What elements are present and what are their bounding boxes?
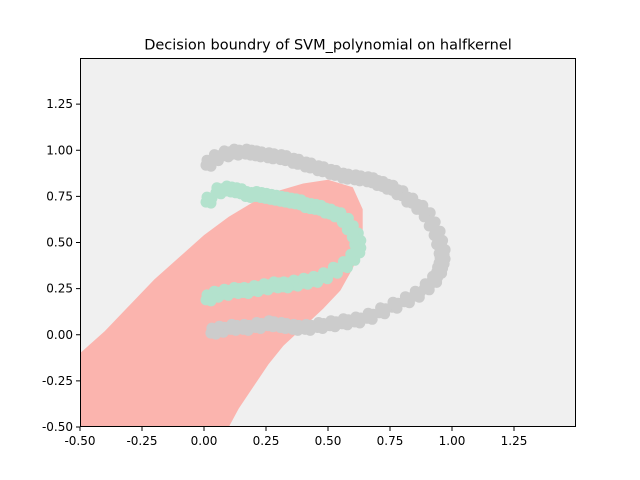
decision-region	[80, 179, 363, 427]
point-outer-cluster	[362, 171, 374, 183]
point-outer-cluster	[350, 169, 362, 181]
point-outer-cluster	[419, 206, 431, 218]
point-inner-cluster	[201, 289, 213, 301]
x-tick-label: 0.25	[253, 434, 280, 448]
point-outer-cluster	[206, 322, 218, 334]
point-inner-cluster	[251, 186, 263, 197]
y-tick-label: 1.25	[46, 97, 73, 111]
y-tick-label: 0.00	[46, 328, 73, 342]
point-outer-cluster	[427, 270, 439, 282]
y-tick-label: 1.00	[46, 143, 73, 157]
plot-content	[80, 143, 451, 427]
point-outer-cluster	[375, 302, 387, 314]
point-inner-cluster	[241, 186, 253, 197]
x-tick-label: 0.50	[315, 434, 342, 448]
point-outer-cluster	[251, 145, 263, 157]
point-outer-cluster	[288, 152, 300, 164]
point-inner-cluster	[290, 193, 302, 205]
point-outer-cluster	[263, 147, 275, 159]
point-outer-cluster	[325, 163, 337, 175]
x-axis: -0.50 -0.25 0.00 0.25 0.50 0.75 1.00 1.25	[64, 427, 527, 448]
point-outer-cluster	[300, 156, 312, 168]
point-outer-cluster	[412, 198, 424, 210]
point-outer-cluster	[434, 243, 446, 255]
point-outer-cluster	[208, 149, 220, 161]
point-outer-cluster	[275, 149, 287, 161]
point-inner-cluster	[231, 182, 243, 194]
point-inner-cluster	[261, 187, 272, 199]
point-outer-cluster	[432, 261, 444, 273]
point-inner-cluster	[300, 197, 312, 209]
plot-area	[80, 58, 576, 427]
x-tick-label: -0.50	[64, 434, 95, 448]
x-tick-label: -0.25	[126, 434, 157, 448]
chart-title: Decision boundry of SVM_polynomial on ha…	[144, 38, 512, 54]
point-outer-cluster	[382, 178, 394, 190]
point-outer-cluster	[399, 291, 411, 303]
y-axis: -0.50 -0.25 0.00 0.25 0.50 0.75 1.00 1.25	[42, 97, 80, 434]
point-outer-cluster	[313, 160, 325, 172]
point-outer-cluster	[402, 191, 414, 203]
point-outer-cluster	[432, 234, 444, 245]
point-outer-cluster	[337, 167, 349, 179]
point-inner-cluster	[320, 202, 332, 214]
point-outer-cluster	[218, 145, 230, 157]
point-outer-cluster	[372, 175, 384, 186]
y-tick-label: 0.25	[46, 282, 73, 296]
point-outer-cluster	[228, 143, 240, 155]
y-tick-label: -0.50	[42, 420, 73, 434]
point-outer-cluster	[241, 143, 253, 155]
x-tick-label: 0.75	[377, 434, 404, 448]
point-outer-cluster	[392, 184, 404, 196]
point-inner-cluster	[330, 206, 342, 218]
point-inner-cluster	[345, 248, 357, 260]
y-tick-label: -0.25	[42, 374, 73, 388]
point-inner-cluster	[211, 182, 223, 194]
x-tick-label: 0.00	[191, 434, 218, 448]
series-outer	[200, 143, 451, 340]
point-outer-cluster	[424, 215, 436, 227]
axes-frame	[80, 58, 576, 427]
series-inner	[200, 180, 367, 307]
point-inner-cluster	[221, 180, 233, 192]
point-outer-cluster	[419, 278, 431, 290]
x-tick-label: 1.00	[439, 434, 466, 448]
point-outer-cluster	[434, 252, 446, 264]
point-outer-cluster	[429, 224, 441, 236]
y-tick-label: 0.50	[46, 236, 73, 250]
y-tick-label: 0.75	[46, 189, 73, 203]
point-inner-cluster	[310, 198, 322, 210]
point-outer-cluster	[387, 296, 399, 308]
point-inner-cluster	[270, 189, 282, 201]
point-inner-cluster	[201, 191, 213, 203]
point-inner-cluster	[280, 191, 292, 203]
x-tick-label: 1.25	[501, 434, 528, 448]
